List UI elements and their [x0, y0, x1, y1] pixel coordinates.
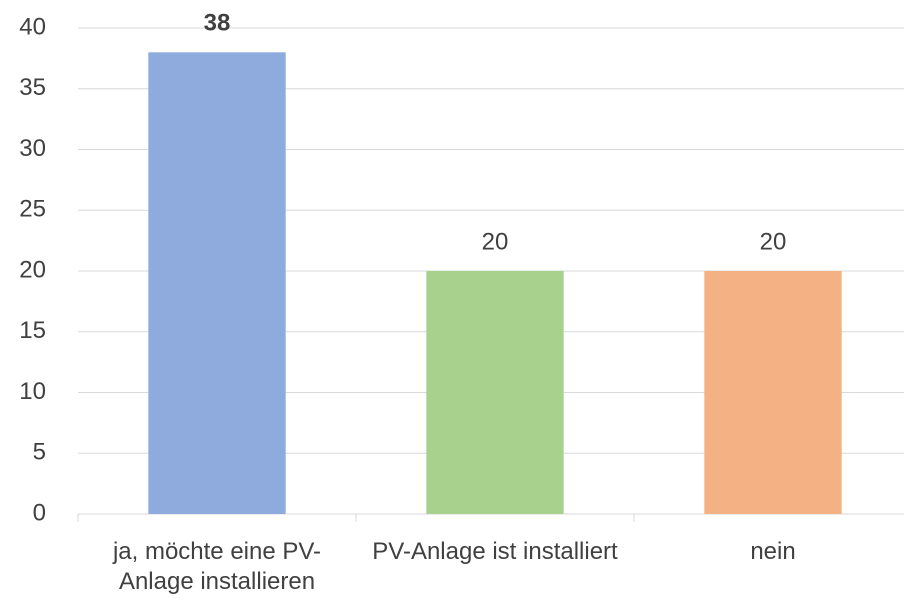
x-tick-label: ja, möchte eine PV-Anlage installieren: [112, 538, 322, 595]
x-tick-label: nein: [750, 538, 796, 565]
bar: [704, 271, 842, 514]
x-tick-label: PV-Anlage ist installiert: [372, 538, 618, 565]
bar: [148, 52, 286, 515]
y-tick-label: 35: [19, 74, 46, 101]
y-tick-label: 5: [33, 439, 46, 466]
y-tick-label: 30: [19, 135, 46, 162]
y-tick-label: 15: [19, 317, 46, 344]
y-tick-label: 10: [19, 378, 46, 405]
data-label: 20: [760, 228, 787, 255]
y-tick-label: 0: [33, 499, 46, 526]
data-label: 20: [482, 228, 509, 255]
bar: [426, 271, 564, 514]
data-label: 38: [204, 10, 231, 37]
y-tick-label: 25: [19, 196, 46, 223]
y-tick-label: 20: [19, 256, 46, 283]
y-tick-label: 40: [19, 13, 46, 40]
